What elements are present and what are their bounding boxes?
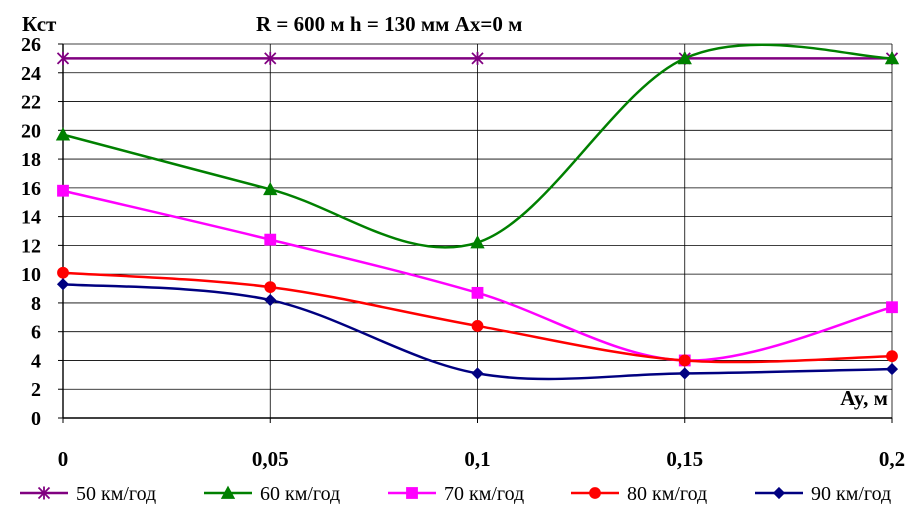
data-point-series-4-3 [678, 354, 691, 367]
legend-marker [406, 487, 418, 499]
legend-label: 70 км/год [444, 483, 524, 505]
data-point-series-5-3 [678, 367, 691, 380]
legend-label: 80 км/год [627, 483, 707, 505]
legend-item-2: 60 км/год [204, 483, 340, 505]
data-point-series-3-2 [471, 286, 484, 299]
legend-item-3: 70 км/год [388, 483, 524, 505]
y-tick-label: 4 [31, 350, 41, 372]
x-tick-label: 0,05 [252, 447, 289, 471]
legend-marker [220, 485, 236, 499]
y-tick-label: 24 [21, 63, 41, 85]
y-tick-label: 26 [21, 34, 41, 56]
y-tick-label: 0 [31, 408, 41, 430]
x-axis-label: Ay, м [840, 386, 888, 410]
x-tick-label: 0,2 [879, 447, 905, 471]
data-point-series-4-4 [886, 350, 898, 363]
y-tick-label: 12 [21, 235, 41, 257]
data-point-series-3-4 [886, 301, 898, 314]
x-tick-label: 0 [58, 447, 69, 471]
data-point-series-3-0 [57, 184, 69, 197]
data-point-series-1-2 [471, 51, 484, 65]
y-tick-label: 14 [21, 207, 41, 229]
legend-label: 90 км/год [811, 483, 891, 505]
data-point-series-2-1 [263, 181, 278, 196]
y-tick-label: 16 [21, 178, 41, 200]
legend-item-4: 80 км/год [571, 483, 707, 505]
y-tick-label: 8 [31, 293, 41, 315]
data-point-series-2-0 [55, 127, 71, 141]
legend-item-1: 50 км/год [20, 483, 156, 505]
y-tick-label: 20 [21, 120, 41, 142]
legend-marker [589, 487, 601, 499]
legend-marker [772, 486, 786, 500]
legend: 50 км/год 60 км/год 70 км/год 80 км/год 90 к… [20, 483, 891, 505]
data-point-series-5-1 [264, 293, 277, 307]
y-tick-label: 6 [31, 322, 41, 344]
data-point-series-5-4 [885, 363, 899, 376]
data-point-series-1-0 [56, 51, 70, 65]
data-point-series-1-1 [264, 51, 277, 65]
data-point-series-4-1 [264, 281, 277, 294]
legend-label: 50 км/год [76, 483, 156, 505]
x-tick-label: 0,1 [464, 447, 490, 471]
y-tick-label: 18 [21, 149, 41, 171]
x-tick-label: 0,15 [666, 447, 703, 471]
y-tick-label: 10 [21, 264, 41, 286]
chart-title: R = 600 м h = 130 мм Ax=0 м [256, 12, 522, 36]
y-tick-label: 22 [21, 92, 41, 114]
data-point-series-4-0 [57, 266, 69, 279]
data-point-series-3-1 [264, 233, 277, 246]
y-tick-label: 2 [31, 379, 41, 401]
legend-label: 60 км/год [260, 483, 340, 505]
legend-item-5: 90 км/год [755, 483, 891, 505]
y-axis-label: Кст [22, 12, 57, 36]
legend-marker [37, 486, 51, 500]
data-point-series-2-2 [470, 235, 485, 249]
data-point-series-4-2 [471, 320, 484, 332]
data-point-series-5-2 [471, 367, 484, 380]
data-point-series-2-4 [884, 51, 900, 65]
data-point-series-5-0 [56, 278, 70, 291]
data-point-series-2-3 [677, 51, 692, 65]
